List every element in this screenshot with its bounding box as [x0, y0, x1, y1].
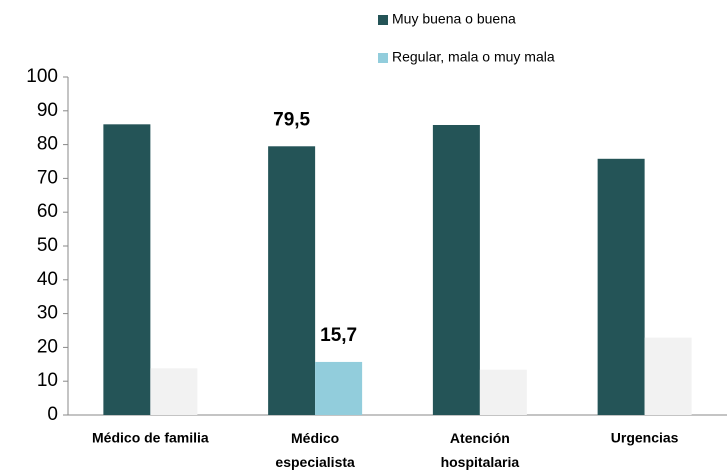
y-tick-label: 20	[37, 336, 58, 357]
x-tick-label: Médico especialista	[275, 430, 355, 470]
y-tick-label: 70	[37, 167, 58, 188]
bar	[150, 368, 198, 415]
bar	[268, 146, 316, 416]
legend-label: Muy buena o buena	[392, 11, 516, 27]
y-tick-label: 30	[37, 303, 58, 324]
legend-swatch	[378, 15, 388, 25]
y-tick-label: 80	[37, 134, 58, 155]
y-tick-label: 90	[37, 100, 58, 121]
bar	[315, 361, 363, 415]
bar	[103, 124, 151, 415]
bar	[432, 124, 480, 415]
bar	[597, 158, 645, 415]
legend-swatch	[378, 53, 388, 63]
y-tick-label: 10	[37, 370, 58, 391]
x-tick-label: Médico de familia	[92, 430, 209, 446]
y-tick-label: 60	[37, 201, 58, 222]
x-tick-label: Atención hospitalaria	[441, 430, 520, 470]
data-label: 15,7	[320, 325, 357, 346]
y-tick-label: 0	[47, 404, 58, 425]
bar	[644, 337, 692, 415]
y-tick-label: 50	[37, 235, 58, 256]
bar	[479, 369, 527, 415]
y-tick-label: 100	[26, 66, 58, 87]
y-tick-label: 40	[37, 269, 58, 290]
legend-label: Regular, mala o muy mala	[392, 49, 555, 65]
data-label: 79,5	[273, 109, 310, 130]
x-tick-label: Urgencias	[611, 430, 679, 446]
